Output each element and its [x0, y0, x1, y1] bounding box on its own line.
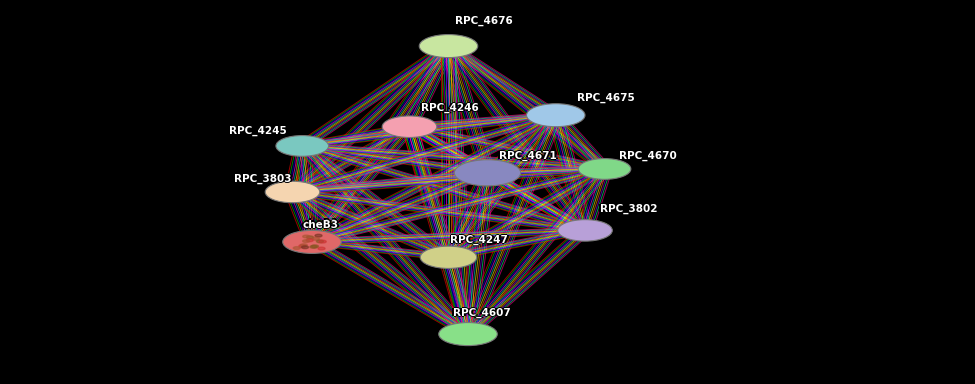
Text: RPC_3802: RPC_3802 [600, 204, 657, 214]
Text: RPC_4676: RPC_4676 [453, 16, 511, 26]
Circle shape [454, 160, 521, 186]
Text: RPC_4670: RPC_4670 [617, 151, 675, 161]
Text: RPC_4676: RPC_4676 [455, 15, 513, 25]
Text: RPC_4675: RPC_4675 [577, 92, 635, 102]
Text: RPC_4247: RPC_4247 [452, 235, 510, 245]
Text: RPC_3802: RPC_3802 [598, 204, 655, 214]
Text: RPC_4245: RPC_4245 [229, 126, 287, 136]
Text: RPC_4247: RPC_4247 [450, 236, 508, 246]
Text: RPC_4245: RPC_4245 [229, 127, 287, 137]
Text: RPC_4246: RPC_4246 [423, 103, 481, 113]
Circle shape [306, 236, 314, 239]
Text: RPC_3803: RPC_3803 [234, 174, 292, 184]
Circle shape [526, 104, 585, 127]
Text: cheB3: cheB3 [302, 221, 338, 231]
Text: RPC_3803: RPC_3803 [234, 172, 292, 182]
Text: cheB3: cheB3 [302, 220, 338, 230]
Text: RPC_4670: RPC_4670 [619, 149, 677, 159]
Circle shape [310, 245, 317, 248]
Text: RPC_4246: RPC_4246 [419, 103, 477, 113]
Text: RPC_4675: RPC_4675 [575, 93, 633, 103]
Text: RPC_4671: RPC_4671 [499, 152, 557, 162]
Circle shape [283, 230, 341, 253]
Circle shape [293, 247, 300, 250]
Text: RPC_3803: RPC_3803 [234, 175, 292, 185]
Circle shape [300, 244, 307, 247]
Text: RPC_4675: RPC_4675 [579, 93, 637, 103]
Circle shape [306, 239, 313, 242]
Text: RPC_3802: RPC_3802 [600, 203, 657, 213]
Text: RPC_4675: RPC_4675 [577, 94, 635, 104]
Circle shape [311, 245, 319, 248]
Text: RPC_4671: RPC_4671 [499, 149, 557, 159]
Circle shape [302, 235, 310, 238]
Circle shape [276, 136, 329, 156]
Text: RPC_4670: RPC_4670 [619, 151, 677, 161]
Text: RPC_4607: RPC_4607 [453, 307, 511, 317]
Text: RPC_4676: RPC_4676 [455, 16, 513, 26]
Text: RPC_4246: RPC_4246 [421, 104, 479, 114]
Text: RPC_4676: RPC_4676 [457, 16, 515, 26]
Text: RPC_4671: RPC_4671 [499, 151, 557, 161]
Circle shape [382, 116, 437, 137]
Circle shape [265, 181, 320, 203]
Text: RPC_4607: RPC_4607 [451, 308, 509, 318]
Text: RPC_4607: RPC_4607 [455, 308, 513, 318]
Text: RPC_4675: RPC_4675 [577, 93, 635, 103]
Text: RPC_3803: RPC_3803 [232, 174, 290, 184]
Circle shape [315, 234, 322, 237]
Text: RPC_4245: RPC_4245 [227, 126, 285, 136]
Text: RPC_4671: RPC_4671 [501, 151, 559, 161]
Text: RPC_4671: RPC_4671 [497, 151, 555, 161]
Circle shape [420, 246, 477, 268]
Text: RPC_4247: RPC_4247 [448, 235, 506, 245]
Circle shape [312, 237, 320, 240]
Text: cheB3: cheB3 [300, 220, 336, 230]
Circle shape [318, 247, 325, 250]
Circle shape [302, 240, 310, 242]
Circle shape [558, 220, 612, 241]
Circle shape [301, 246, 308, 248]
Text: RPC_4670: RPC_4670 [621, 151, 679, 161]
Text: RPC_3803: RPC_3803 [236, 174, 293, 184]
Text: RPC_4247: RPC_4247 [450, 234, 508, 244]
Text: RPC_4607: RPC_4607 [453, 309, 511, 319]
Circle shape [298, 245, 306, 247]
Text: RPC_3802: RPC_3802 [602, 204, 659, 214]
Text: RPC_4670: RPC_4670 [619, 152, 677, 162]
Text: RPC_4676: RPC_4676 [455, 17, 513, 27]
Text: cheB3: cheB3 [304, 220, 340, 230]
Circle shape [419, 35, 478, 58]
Text: RPC_3802: RPC_3802 [600, 205, 657, 215]
Text: RPC_4246: RPC_4246 [421, 103, 479, 113]
Text: RPC_4607: RPC_4607 [453, 308, 511, 318]
Circle shape [578, 159, 631, 179]
Circle shape [439, 323, 497, 346]
Text: cheB3: cheB3 [302, 218, 338, 228]
Text: RPC_4247: RPC_4247 [450, 235, 508, 245]
Text: RPC_4245: RPC_4245 [229, 124, 287, 134]
Circle shape [319, 240, 327, 243]
Circle shape [317, 240, 324, 243]
Text: RPC_4246: RPC_4246 [421, 101, 479, 111]
Text: RPC_4245: RPC_4245 [231, 126, 289, 136]
